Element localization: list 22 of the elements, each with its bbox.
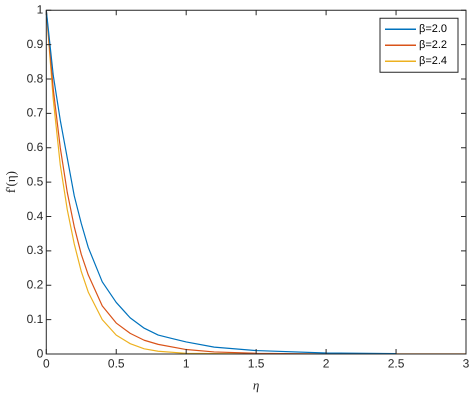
x-tick-label: 2 xyxy=(322,356,330,371)
x-tick-label: 3 xyxy=(462,356,470,371)
x-axis-title: η xyxy=(252,378,260,393)
legend-label: β=2.0 xyxy=(419,23,448,36)
legend-label: β=2.2 xyxy=(419,39,448,52)
y-tick-label: 0.2 xyxy=(26,278,44,292)
x-tick-label: 1.5 xyxy=(248,356,265,371)
y-tick-label: 0.1 xyxy=(26,312,44,326)
y-tick-label: 0 xyxy=(36,346,44,360)
y-tick-label: 1 xyxy=(36,2,44,17)
x-tick-label: 0.5 xyxy=(108,356,125,371)
y-tick-label: 0.3 xyxy=(26,243,44,258)
y-tick-label: 0.7 xyxy=(26,106,44,120)
x-tick-label: 2.5 xyxy=(388,356,405,371)
legend-label: β=2.4 xyxy=(419,55,448,68)
x-tick-label: 1 xyxy=(182,356,190,371)
y-tick-label: 0.4 xyxy=(26,208,44,223)
y-tick-label: 0.6 xyxy=(26,140,44,154)
y-tick-label: 0.8 xyxy=(26,71,44,86)
y-axis-title: f'(η) xyxy=(3,171,18,194)
y-tick-label: 0.9 xyxy=(26,36,44,51)
y-tick-label: 0.5 xyxy=(26,174,44,188)
